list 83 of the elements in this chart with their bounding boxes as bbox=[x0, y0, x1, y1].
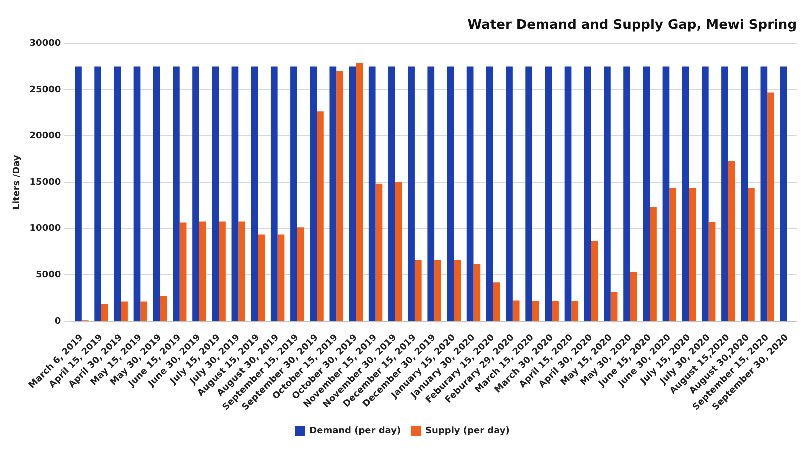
bar bbox=[232, 66, 239, 321]
bar bbox=[506, 66, 513, 321]
bar bbox=[278, 234, 285, 321]
bar bbox=[251, 66, 258, 321]
bar bbox=[94, 66, 102, 321]
bar bbox=[395, 182, 402, 321]
bar bbox=[708, 222, 716, 321]
bar bbox=[297, 228, 304, 321]
bar bbox=[121, 302, 128, 321]
y-tick-label: 5000 bbox=[36, 270, 62, 281]
bar bbox=[643, 66, 650, 321]
bar bbox=[238, 222, 246, 321]
bar bbox=[349, 66, 356, 321]
bar bbox=[140, 302, 148, 321]
bar bbox=[466, 66, 474, 321]
bar bbox=[768, 92, 774, 321]
bar bbox=[356, 63, 364, 321]
legend-label: Demand (per day) bbox=[310, 426, 402, 436]
bar bbox=[722, 66, 728, 321]
bar bbox=[134, 66, 141, 321]
bar bbox=[388, 66, 396, 321]
y-tick-label: 10000 bbox=[30, 224, 62, 234]
bar bbox=[219, 222, 226, 321]
y-tick-label: 25000 bbox=[30, 85, 62, 96]
bar bbox=[270, 66, 278, 321]
bar bbox=[526, 66, 533, 321]
bar bbox=[75, 66, 82, 321]
bar bbox=[330, 66, 337, 321]
bar bbox=[670, 188, 677, 321]
bar bbox=[290, 66, 298, 321]
bar bbox=[414, 260, 422, 321]
bar bbox=[564, 66, 572, 321]
bar bbox=[512, 300, 520, 321]
bar bbox=[689, 188, 696, 321]
bar bbox=[748, 188, 755, 321]
bar bbox=[780, 66, 788, 321]
bar bbox=[102, 304, 108, 321]
bar bbox=[662, 66, 670, 321]
y-axis-title: Liters /Day bbox=[12, 155, 23, 210]
chart-title: Water Demand and Supply Gap, Mewi Spring bbox=[468, 18, 797, 34]
bar bbox=[376, 184, 383, 321]
bar bbox=[532, 301, 540, 321]
bar bbox=[310, 66, 318, 321]
bar bbox=[493, 282, 500, 321]
bar bbox=[760, 66, 768, 321]
bar bbox=[702, 66, 709, 321]
y-tick-label: 15000 bbox=[30, 178, 62, 188]
bar bbox=[153, 66, 160, 321]
bar bbox=[199, 222, 206, 321]
y-tick-label: 20000 bbox=[30, 132, 62, 142]
bar bbox=[728, 162, 736, 321]
bar bbox=[160, 296, 168, 321]
bar bbox=[317, 112, 324, 321]
bar bbox=[682, 66, 690, 321]
bar bbox=[610, 292, 618, 321]
bar bbox=[584, 66, 592, 321]
bar bbox=[408, 66, 415, 321]
bar bbox=[604, 66, 611, 321]
bar bbox=[474, 264, 481, 321]
legend-label: Supply (per day) bbox=[426, 426, 510, 436]
y-tick-label: 0 bbox=[54, 316, 62, 327]
bar bbox=[368, 66, 376, 321]
bar bbox=[454, 260, 462, 321]
bar bbox=[552, 301, 559, 321]
bar bbox=[624, 66, 630, 321]
bar bbox=[192, 66, 200, 321]
bar bbox=[630, 272, 638, 321]
bar bbox=[212, 66, 220, 321]
bar bbox=[486, 66, 494, 321]
bar bbox=[336, 71, 344, 321]
bar bbox=[741, 66, 748, 321]
bar bbox=[650, 207, 657, 321]
bar bbox=[180, 222, 187, 321]
bar bbox=[173, 66, 180, 321]
y-tick-label: 30000 bbox=[30, 38, 62, 49]
bar bbox=[258, 234, 266, 321]
bar bbox=[545, 66, 552, 321]
bar bbox=[447, 66, 454, 321]
bar bbox=[591, 241, 598, 321]
bar bbox=[114, 66, 122, 321]
bar bbox=[434, 260, 442, 321]
bar bbox=[572, 301, 579, 321]
bar bbox=[428, 66, 435, 321]
